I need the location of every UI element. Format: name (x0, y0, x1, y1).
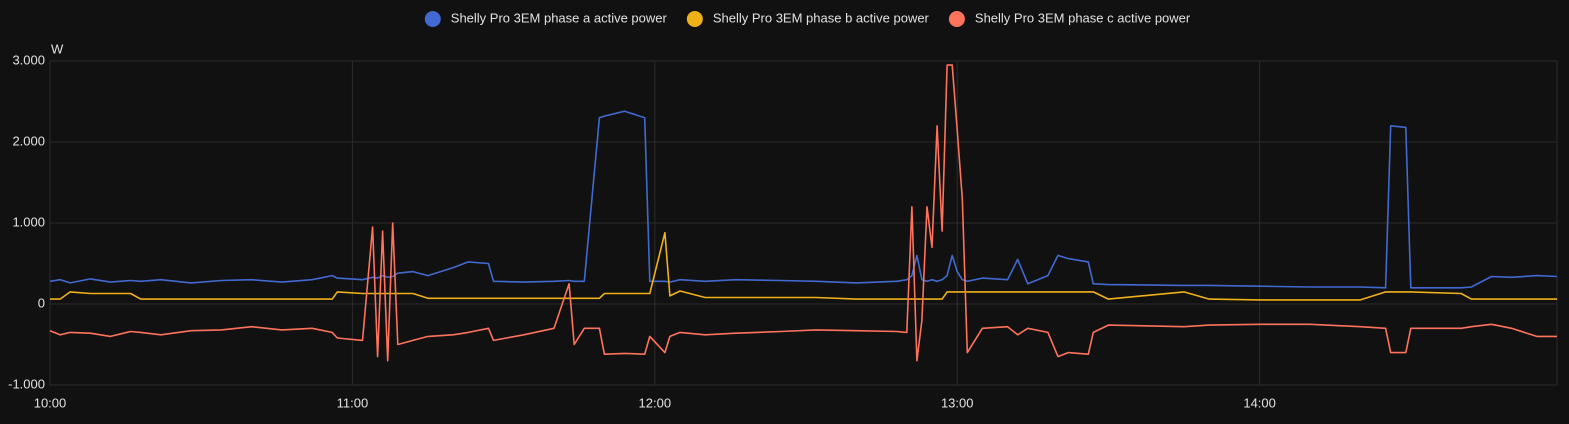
series-line (50, 231, 1557, 301)
legend-label: Shelly Pro 3EM phase b active power (713, 10, 930, 25)
y-tick-label: -1.000 (8, 376, 45, 391)
legend-marker (686, 11, 703, 27)
legend-label: Shelly Pro 3EM phase c active power (975, 10, 1191, 25)
legend-item[interactable]: Shelly Pro 3EM phase c active power (948, 10, 1191, 27)
x-tick-label: 14:00 (1243, 395, 1276, 410)
legend-item[interactable]: Shelly Pro 3EM phase b active power (686, 10, 930, 27)
series-line (49, 110, 1558, 289)
series-line (49, 64, 1557, 362)
x-tick-label: 13:00 (941, 395, 974, 410)
y-tick-label: 2.000 (12, 133, 45, 148)
legend: Shelly Pro 3EM phase a active power Shell… (424, 10, 1191, 27)
y-tick-label: 1.000 (12, 214, 45, 229)
y-tick-label: 0 (38, 295, 45, 310)
legend-item[interactable]: Shelly Pro 3EM phase a active power (424, 10, 668, 27)
y-axis-unit: W (51, 41, 64, 56)
x-tick-label: 11:00 (337, 395, 369, 410)
x-tick-label: 12:00 (639, 395, 672, 410)
legend-marker (424, 11, 441, 27)
y-tick-label: 3.000 (12, 52, 45, 67)
legend-marker (948, 11, 965, 27)
x-tick-label: 10:00 (34, 395, 67, 410)
legend-label: Shelly Pro 3EM phase a active power (451, 10, 668, 25)
